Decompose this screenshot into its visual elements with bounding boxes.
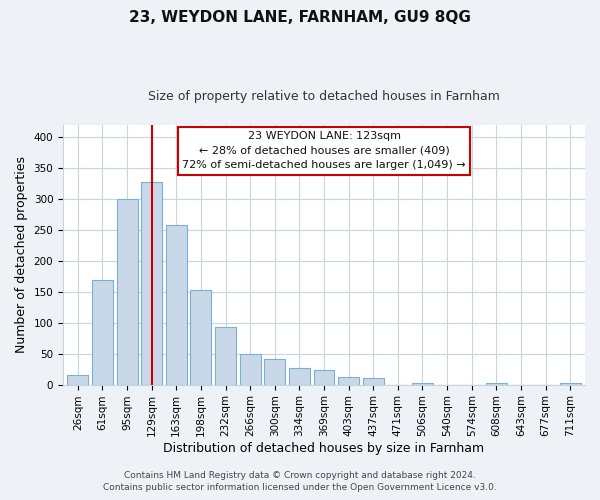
X-axis label: Distribution of detached houses by size in Farnham: Distribution of detached houses by size … [163,442,485,455]
Text: Contains HM Land Registry data © Crown copyright and database right 2024.
Contai: Contains HM Land Registry data © Crown c… [103,471,497,492]
Bar [289,368,310,384]
Bar [412,382,433,384]
Y-axis label: Number of detached properties: Number of detached properties [15,156,28,354]
Text: 23 WEYDON LANE: 123sqm
← 28% of detached houses are smaller (409)
72% of semi-de: 23 WEYDON LANE: 123sqm ← 28% of detached… [182,132,466,170]
Bar [265,358,285,384]
Bar [338,377,359,384]
Bar [116,199,137,384]
Bar [215,327,236,384]
Bar [190,290,211,384]
Bar [239,354,260,384]
Title: Size of property relative to detached houses in Farnham: Size of property relative to detached ho… [148,90,500,103]
Text: 23, WEYDON LANE, FARNHAM, GU9 8QG: 23, WEYDON LANE, FARNHAM, GU9 8QG [129,10,471,25]
Bar [92,280,113,384]
Bar [67,376,88,384]
Bar [363,378,384,384]
Bar [141,182,162,384]
Bar [166,225,187,384]
Bar [314,370,334,384]
